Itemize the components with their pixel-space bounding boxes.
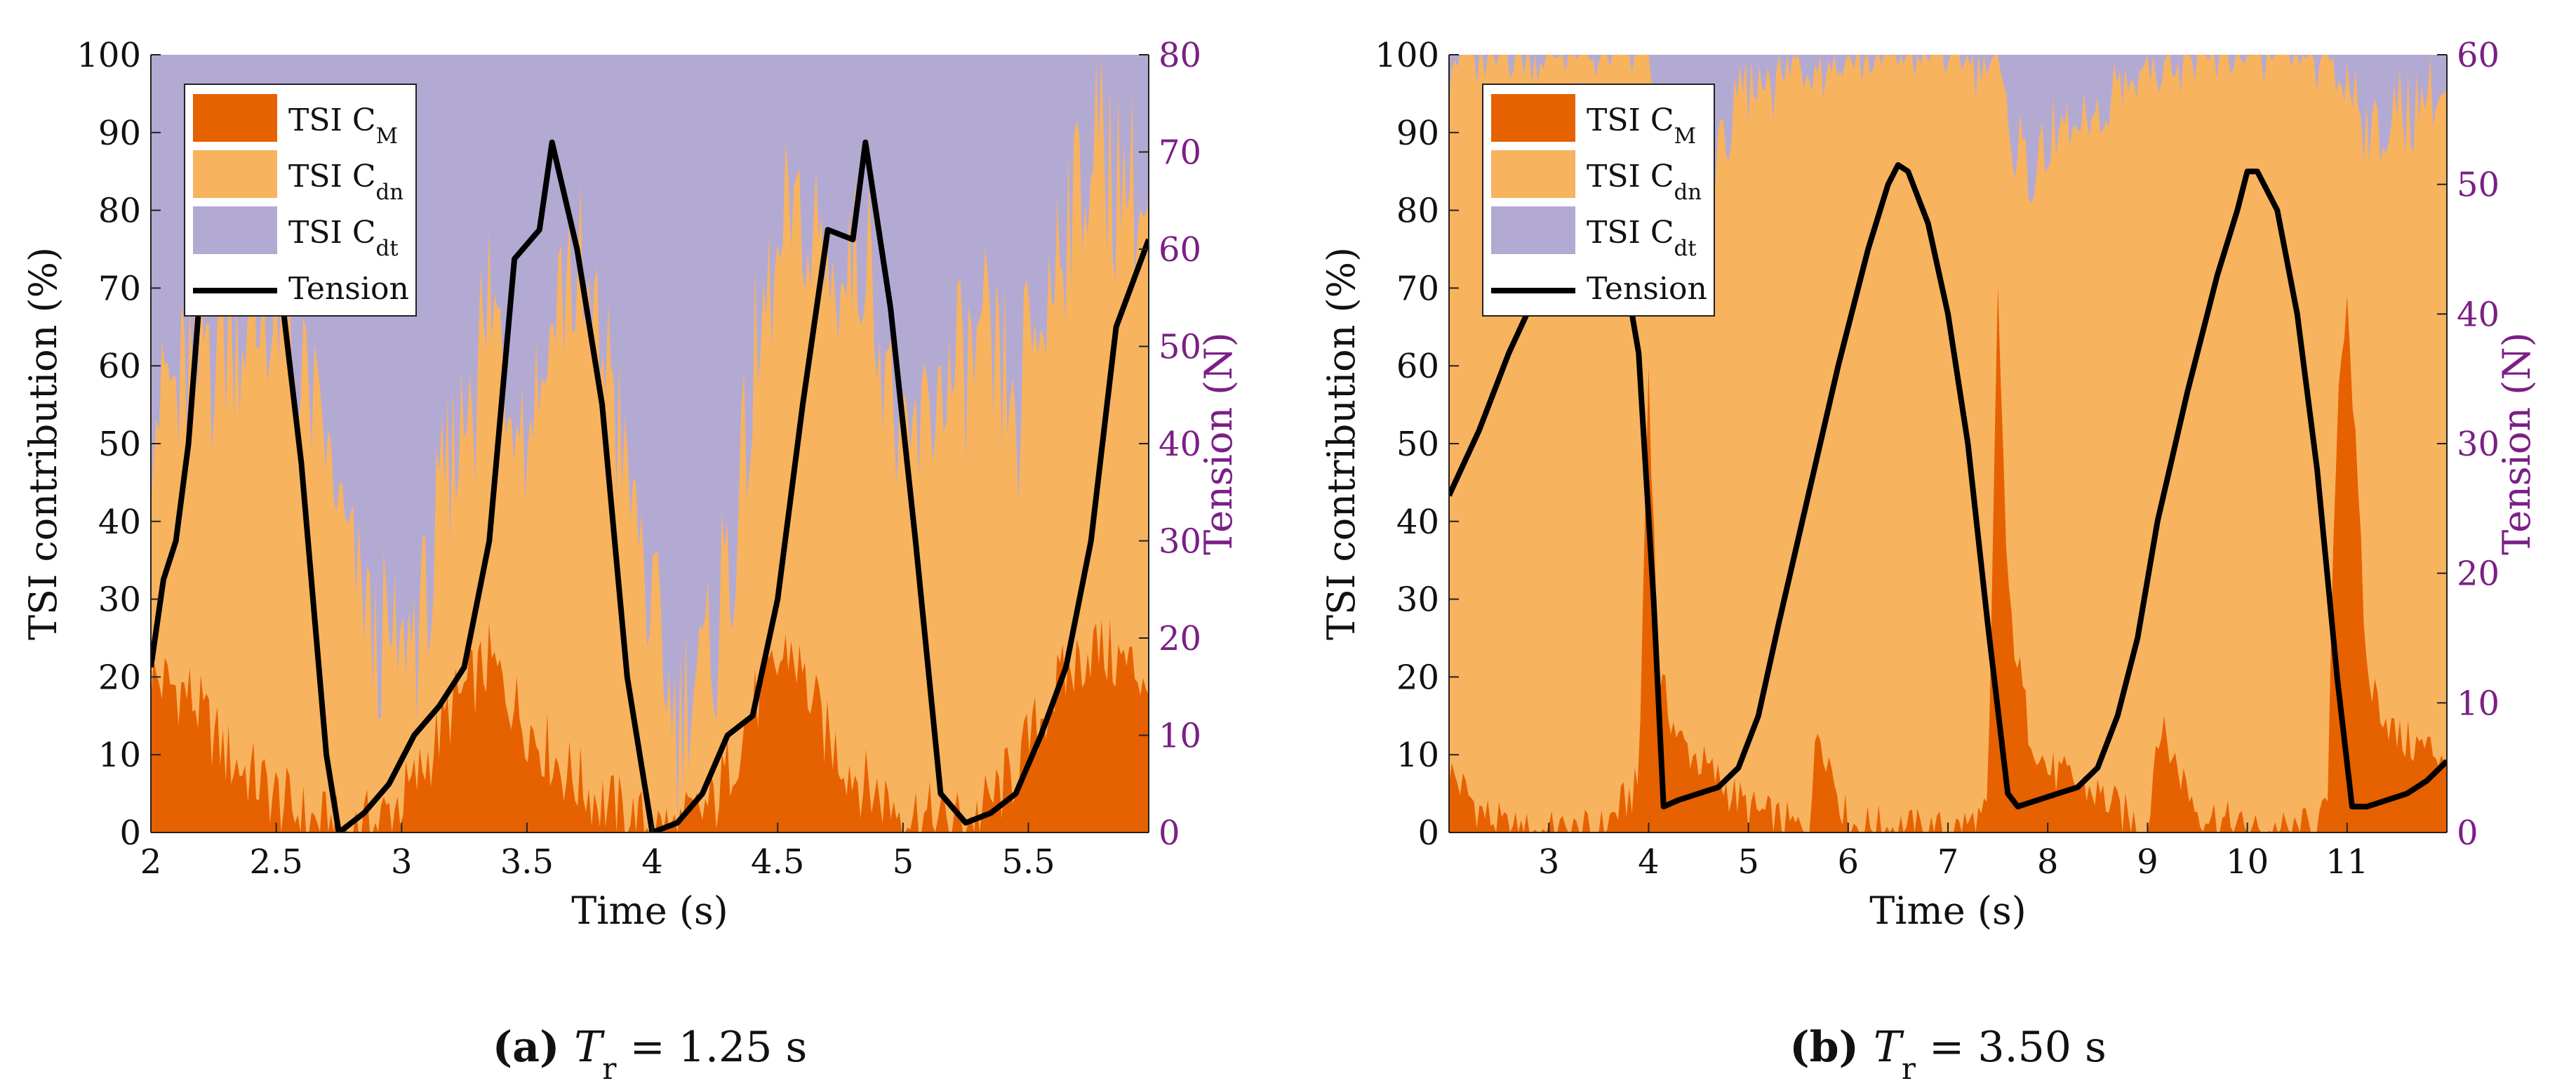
y-axis-label-left: TSI contribution (%) xyxy=(1319,247,1363,640)
x-tick-label: 10 xyxy=(2226,842,2269,882)
x-tick-label: 11 xyxy=(2325,842,2368,882)
y-left-tick-label: 10 xyxy=(98,736,141,775)
y-left-tick-label: 70 xyxy=(98,269,141,308)
legend: TSI CM TSI Cdn TSI Cdt Tension xyxy=(1482,84,1715,317)
y-right-tick-label: 0 xyxy=(2457,814,2478,853)
x-tick-label: 9 xyxy=(2137,842,2158,882)
panel-caption: (a) Tr = 1.25 s xyxy=(493,1023,808,1086)
x-tick-label: 7 xyxy=(1937,842,1959,882)
x-tick-label: 5 xyxy=(1737,842,1759,882)
x-tick-label: 4 xyxy=(1638,842,1660,882)
x-axis-label: Time (s) xyxy=(1869,889,2026,933)
legend-label-cdt: TSI Cdt xyxy=(1587,215,1697,261)
y-left-tick-label: 80 xyxy=(98,192,141,231)
y-left-tick-label: 0 xyxy=(1417,814,1439,853)
plot-area xyxy=(151,55,1149,832)
x-axis-label: Time (s) xyxy=(571,889,728,933)
y-left-tick-label: 20 xyxy=(98,658,141,697)
y-right-tick-label: 80 xyxy=(1159,36,1201,75)
y-axis-label-left: TSI contribution (%) xyxy=(21,247,65,640)
x-tick-label: 3 xyxy=(1538,842,1560,882)
x-tick-label: 3 xyxy=(391,842,413,882)
y-left-tick-label: 20 xyxy=(1396,658,1439,697)
y-left-tick-label: 40 xyxy=(1396,503,1439,542)
y-right-tick-label: 20 xyxy=(1159,619,1201,658)
legend-swatch-cdn xyxy=(193,150,277,198)
legend-swatch-cm xyxy=(193,94,277,142)
legend-label-cdn: TSI Cdn xyxy=(288,159,403,205)
y-left-tick-label: 50 xyxy=(98,425,141,464)
y-right-tick-label: 40 xyxy=(2457,295,2500,334)
y-right-tick-label: 30 xyxy=(1159,522,1201,562)
y-axis-label-right: Tension (N) xyxy=(2495,332,2539,555)
y-right-tick-label: 30 xyxy=(2457,425,2500,464)
y-left-tick-label: 60 xyxy=(1396,347,1439,386)
y-left-tick-label: 30 xyxy=(1396,581,1439,620)
y-left-tick-label: 100 xyxy=(1375,36,1439,75)
legend: TSI CM TSI Cdn TSI Cdt Tension xyxy=(184,84,417,317)
legend-label-cdt: TSI Cdt xyxy=(288,215,399,261)
legend-label-cdn: TSI Cdn xyxy=(1587,159,1702,205)
legend-swatch-cdt xyxy=(1491,206,1575,254)
legend-swatch-cm xyxy=(1491,94,1575,142)
y-left-tick-label: 0 xyxy=(119,814,141,853)
legend-label-tension: Tension xyxy=(1587,271,1707,307)
x-tick-label: 2.5 xyxy=(249,842,302,882)
y-right-tick-label: 50 xyxy=(1159,328,1201,367)
legend-label-tension: Tension xyxy=(288,271,409,307)
y-left-tick-label: 100 xyxy=(76,36,141,75)
y-right-tick-label: 60 xyxy=(1159,230,1201,270)
y-left-tick-label: 10 xyxy=(1396,736,1439,775)
y-right-tick-label: 40 xyxy=(1159,425,1201,464)
y-left-tick-label: 50 xyxy=(1396,425,1439,464)
y-right-tick-label: 10 xyxy=(2457,684,2500,723)
x-tick-label: 4 xyxy=(641,842,663,882)
y-left-tick-label: 90 xyxy=(98,114,141,153)
x-tick-label: 6 xyxy=(1838,842,1860,882)
area-cm xyxy=(151,618,1149,832)
y-left-tick-label: 80 xyxy=(1396,192,1439,231)
y-left-tick-label: 40 xyxy=(98,503,141,542)
tension-line xyxy=(1449,162,2447,810)
legend-swatch-cdt xyxy=(193,206,277,254)
y-left-tick-label: 70 xyxy=(1396,269,1439,308)
x-tick-label: 5.5 xyxy=(1001,842,1055,882)
y-left-tick-label: 30 xyxy=(98,581,141,620)
y-right-tick-label: 10 xyxy=(1159,717,1201,756)
panel-b-chart: 3 4 5 6 7 8 9 10 11 0 10 20 30 40 50 60 70 80 90 100 0 10 20 30… xyxy=(1319,36,2539,1086)
y-left-tick-label: 60 xyxy=(98,347,141,386)
panel-caption: (b) Tr = 3.50 s xyxy=(1789,1023,2107,1086)
legend-label-cm: TSI CM xyxy=(288,102,398,149)
y-right-tick-label: 70 xyxy=(1159,133,1201,173)
x-tick-label: 5 xyxy=(893,842,914,882)
x-tick-label: 2 xyxy=(140,842,162,882)
y-right-tick-label: 20 xyxy=(2457,555,2500,594)
x-tick-label: 3.5 xyxy=(500,842,554,882)
x-tick-label: 4.5 xyxy=(751,842,804,882)
y-right-tick-label: 0 xyxy=(1159,814,1180,853)
panel-a-chart: 2 2.5 3 3.5 4 4.5 5 5.5 0 10 20 30 40 50 60 70 80 90 100 0 1… xyxy=(21,36,1241,1086)
y-right-tick-label: 50 xyxy=(2457,166,2500,205)
y-axis-label-right: Tension (N) xyxy=(1196,332,1241,555)
y-left-tick-label: 90 xyxy=(1396,114,1439,153)
legend-label-cm: TSI CM xyxy=(1587,102,1696,149)
area-cdn xyxy=(151,55,1149,832)
x-tick-label: 8 xyxy=(2037,842,2059,882)
y-right-tick-label: 60 xyxy=(2457,36,2500,75)
legend-swatch-cdn xyxy=(1491,150,1575,198)
